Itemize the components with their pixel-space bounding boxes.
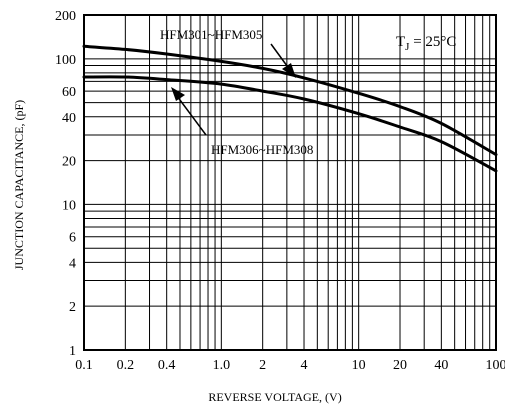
y-tick-label: 60	[62, 85, 76, 100]
curves	[82, 44, 498, 173]
y-tick-label: 40	[62, 111, 76, 126]
tick-labels: 0.1 0.2 0.4 1.0 2 4 10 20 40 100 1 2 4 6 10 20 40 60 100 20…	[55, 9, 505, 373]
x-tick-label: 100	[486, 358, 505, 373]
x-tick-label: 4	[301, 358, 308, 373]
x-tick-label: 0.2	[117, 358, 135, 373]
x-tick-label: 20	[393, 358, 407, 373]
series-label-hfm306-308: HFM306~HFM308	[211, 142, 313, 157]
series-curve-2	[82, 75, 498, 173]
arrow-hfm306-308	[171, 87, 207, 136]
x-tick-label: 1.0	[213, 358, 231, 373]
junction-temperature-label: TJ = 25°C	[396, 34, 456, 53]
arrow-hfm301-305	[270, 43, 296, 78]
x-tick-label: 0.1	[75, 358, 93, 373]
x-tick-label: 40	[434, 358, 448, 373]
x-tick-label: 10	[352, 358, 366, 373]
y-tick-label: 200	[55, 9, 76, 24]
series-curve-1	[82, 44, 498, 157]
x-tick-label: 0.4	[158, 358, 176, 373]
y-tick-label: 1	[69, 344, 76, 359]
y-tick-label: 2	[69, 300, 76, 315]
series-label-hfm301-305: HFM301~HFM305	[160, 27, 262, 42]
x-axis-label: REVERSE VOLTAGE, (V)	[208, 390, 341, 404]
y-tick-label: 6	[69, 231, 76, 246]
y-tick-label: 100	[55, 53, 76, 68]
plot-frame	[83, 14, 497, 351]
y-axis-label: JUNCTION CAPACITANCE, (pF)	[12, 100, 26, 270]
x-tick-label: 2	[259, 358, 266, 373]
y-tick-label: 20	[62, 155, 76, 170]
y-tick-label: 4	[69, 256, 76, 271]
y-tick-label: 10	[62, 198, 76, 213]
